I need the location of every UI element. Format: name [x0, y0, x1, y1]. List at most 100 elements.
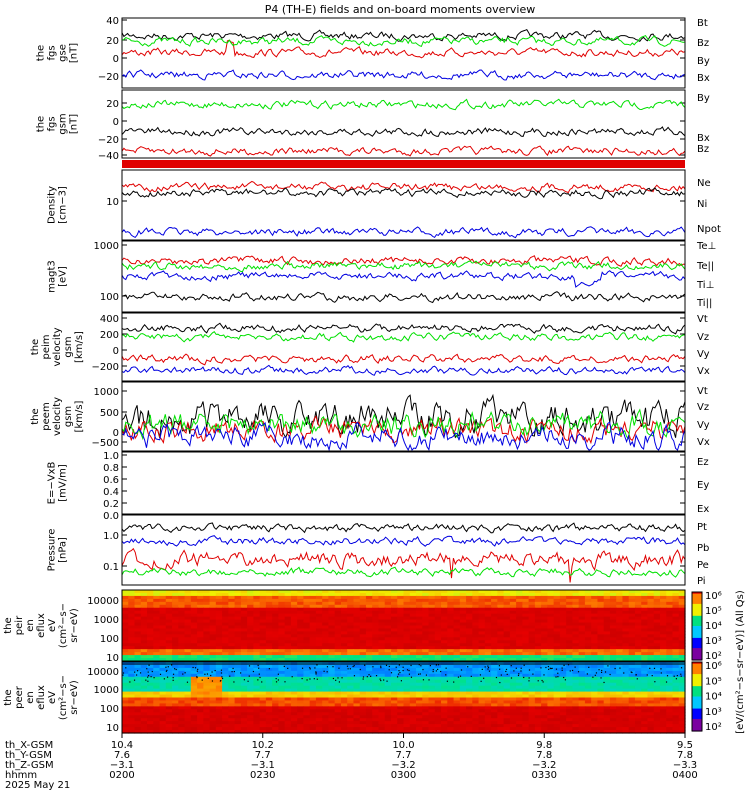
spectrogram-cell [215, 655, 223, 659]
spectrogram-cell [603, 658, 611, 662]
spectrogram-cell [340, 679, 348, 684]
spectrogram-cell [678, 649, 686, 653]
spectrogram-cell [234, 631, 242, 635]
spectrogram-cell [209, 688, 217, 693]
spectrogram-cell [284, 604, 292, 609]
spectrogram-cell [453, 637, 461, 641]
spectrogram-cell [434, 658, 442, 662]
spectrogram-cell [559, 685, 567, 690]
spectrogram-cell [397, 712, 405, 716]
noise-dot [309, 668, 311, 670]
spectrogram-cell [134, 673, 142, 678]
spectrogram-cell [297, 652, 305, 656]
spectrogram-cell [297, 628, 305, 633]
spectrogram-cell [303, 703, 311, 707]
spectrogram-cell [128, 679, 136, 684]
spectrogram-cell [178, 685, 186, 690]
spectrogram-cell [147, 604, 154, 609]
spectrogram-cell [422, 694, 430, 699]
spectrogram-cell [541, 634, 548, 638]
spectrogram-cell [253, 712, 261, 716]
spectrogram-cell [459, 655, 467, 659]
spectrogram-cell [666, 655, 674, 659]
spectrogram-cell [403, 703, 411, 707]
spectrogram-cell [641, 706, 649, 710]
spectrogram-cell [134, 643, 142, 647]
spectrogram-cell [609, 730, 617, 734]
spectrogram-cell [134, 709, 142, 713]
spectrogram-cell [609, 613, 617, 618]
spectrogram-cell [172, 604, 179, 609]
noise-dot [385, 664, 388, 666]
spectrogram-cell [441, 637, 448, 641]
spectrogram-cell [159, 613, 167, 618]
spectrogram-cell [466, 721, 473, 725]
spectrogram-cell [641, 592, 649, 597]
spectrogram-cell [122, 637, 129, 641]
spectrogram-cell [178, 625, 186, 630]
spectrogram-cell [547, 619, 555, 624]
spectrogram-cell [484, 721, 492, 725]
spectrogram-cell [253, 682, 261, 687]
spectrogram-cell [566, 664, 573, 669]
spectrogram-cell [534, 664, 542, 669]
spectrogram-cell [403, 694, 411, 699]
noise-dot [315, 672, 317, 674]
spectrogram-cell [128, 682, 136, 687]
spectrogram-cell [290, 590, 298, 594]
spectrogram-cell [147, 694, 154, 699]
spectrogram-cell [340, 667, 348, 672]
spectrogram-cell [659, 610, 667, 615]
spectrogram-cell [584, 727, 592, 731]
spectrogram-cell [422, 628, 430, 633]
spectrogram-cell [190, 655, 198, 659]
spectrogram-cell [497, 640, 505, 644]
spectrogram-cell [653, 700, 661, 705]
spectrogram-cell [334, 697, 342, 702]
spectrogram-cell [472, 643, 480, 647]
noise-dot [598, 669, 600, 671]
spectrogram-cell [522, 688, 530, 693]
spectrogram-cell [547, 679, 555, 684]
spectrogram-cell [641, 613, 649, 618]
spectrogram-cell [365, 676, 373, 681]
spectrogram-cell [190, 628, 198, 633]
spectrogram-cell [609, 718, 617, 722]
spectrogram-cell [390, 685, 398, 690]
spectrogram-cell [353, 730, 361, 734]
spectrogram-cell [315, 610, 323, 615]
spectrogram-cell [584, 673, 592, 678]
spectrogram-cell [547, 598, 555, 603]
spectrogram-cell [253, 727, 261, 731]
spectrogram-cell [347, 706, 355, 710]
spectrogram-cell [434, 643, 442, 647]
spectrogram-cell [597, 727, 605, 731]
spectrogram-cell [178, 703, 186, 707]
spectrogram-cell [234, 667, 242, 672]
spectrogram-cell [390, 691, 398, 696]
spectrogram-cell [178, 667, 186, 672]
spectrogram-cell [528, 649, 536, 653]
spectrogram-cell [584, 628, 592, 633]
spectrogram-cell [441, 727, 448, 731]
spectrogram-cell [190, 667, 198, 672]
spectrogram-cell [384, 691, 392, 696]
spectrogram-cell [459, 607, 467, 612]
spectrogram-cell [541, 694, 548, 699]
spectrogram-cell [409, 682, 417, 687]
spectrogram-cell [591, 652, 599, 656]
spectrogram-cell [328, 607, 336, 612]
spectrogram-cell [159, 685, 167, 690]
spectrogram-cell [447, 679, 455, 684]
spectrogram-cell [609, 670, 617, 675]
spectrogram-cell [559, 607, 567, 612]
spectrogram-cell [234, 646, 242, 650]
spectrogram-cell [597, 619, 605, 624]
spectrogram-cell [422, 613, 430, 618]
spectrogram-cell [572, 658, 580, 662]
spectrogram-cell [247, 700, 254, 705]
spectrogram-cell [384, 643, 392, 647]
spectrogram-cell [678, 727, 686, 731]
spectrogram-cell [309, 634, 317, 638]
spectrogram-cell [597, 670, 605, 675]
